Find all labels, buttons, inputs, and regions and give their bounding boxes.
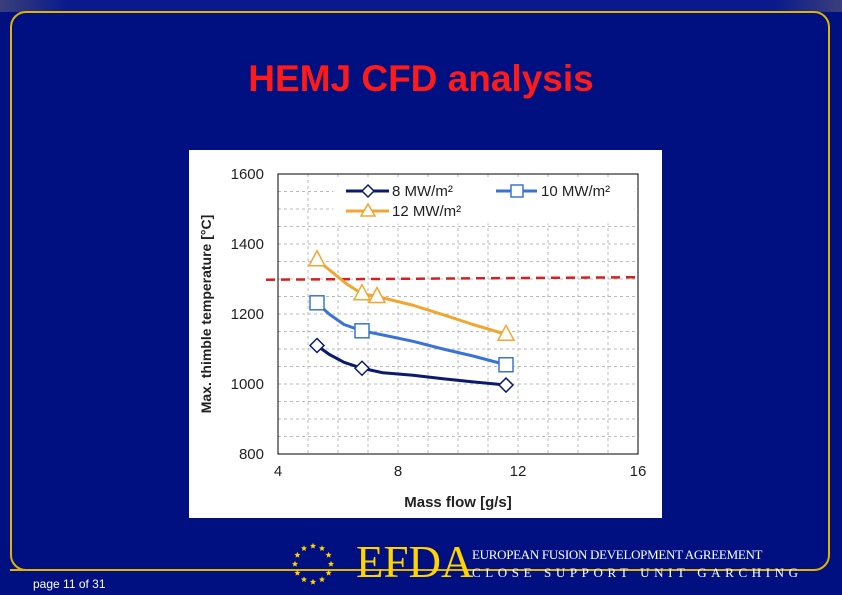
data-point-square <box>498 357 514 373</box>
data-point-square <box>354 323 370 339</box>
series-line <box>316 344 507 387</box>
eu-star <box>291 560 299 567</box>
eu-star <box>309 542 317 549</box>
x-tick-label: 16 <box>630 463 647 480</box>
slide-frame <box>10 11 830 571</box>
eu-star <box>318 545 326 551</box>
slide-title: HEMJ CFD analysis <box>248 58 594 99</box>
data-point-triangle <box>352 283 372 301</box>
data-point-triangle <box>496 323 516 342</box>
x-tick-label: 12 <box>510 463 527 480</box>
y-tick-label: 1600 <box>231 166 264 183</box>
data-point-square <box>309 295 325 311</box>
legend-label-12: 12 MW/m² <box>392 203 461 220</box>
eu-star <box>294 569 301 576</box>
eu-star <box>309 578 317 585</box>
plot-area <box>277 173 639 455</box>
eu-star <box>300 576 308 583</box>
series-line <box>316 258 507 336</box>
y-axis-label: Max. thimble temperature [°C] <box>198 215 214 414</box>
eu-star <box>325 551 332 558</box>
chart-container: 4 8 12 16 800 1000 1200 1400 1600 Max. thimble t… <box>189 150 662 518</box>
y-tick-label: 1000 <box>231 376 264 393</box>
x-tick-label: 4 <box>274 463 282 480</box>
eu-star <box>327 560 335 567</box>
data-point-triangle <box>307 249 327 267</box>
footer-line-left <box>10 569 280 571</box>
legend-marker-triangle <box>359 202 377 217</box>
page-number: page 11 of 31 <box>33 577 106 591</box>
legend-label-8: 8 MW/m² <box>392 183 453 200</box>
org-unit: CLOSE SUPPORT UNIT GARCHING <box>472 565 803 580</box>
data-point-diamond <box>308 337 326 354</box>
eu-star <box>325 569 332 576</box>
legend-marker-square <box>510 184 524 198</box>
org-name: EUROPEAN FUSION DEVELOPMENT AGREEMENT <box>472 547 763 562</box>
eu-star <box>300 545 308 551</box>
data-point-diamond <box>497 376 515 394</box>
y-tick-label: 1200 <box>231 306 264 323</box>
data-point-diamond <box>353 360 371 377</box>
series-line <box>315 301 507 367</box>
legend-box <box>333 178 635 224</box>
eu-stars-icon <box>291 542 335 585</box>
eu-star <box>294 551 301 558</box>
legend-marker-diamond <box>360 183 376 199</box>
x-axis-label: Mass flow [g/s] <box>404 494 512 511</box>
data-point-triangle <box>367 285 387 304</box>
y-tick-label: 1400 <box>231 236 264 253</box>
legend-label-10: 10 MW/m² <box>541 183 610 200</box>
y-tick-label: 800 <box>239 446 264 463</box>
x-tick-label: 8 <box>394 463 402 480</box>
efda-logo-text: EFDA <box>356 537 474 587</box>
temperature-chart: 4 8 12 16 800 1000 1200 1400 1600 Max. thimble t… <box>198 166 647 511</box>
temperature-limit-line <box>265 276 636 281</box>
eu-star <box>318 576 326 583</box>
